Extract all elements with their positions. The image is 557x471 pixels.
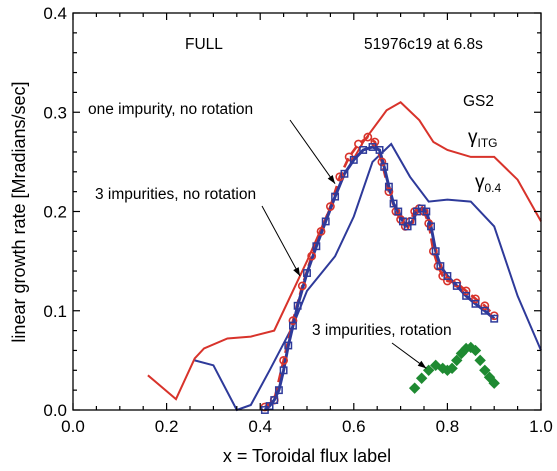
one-impurity-marker xyxy=(480,301,490,311)
one-impurity-marker xyxy=(316,226,326,236)
three-impurities-marker xyxy=(422,207,431,216)
x-tick-label: 0.2 xyxy=(155,417,179,436)
one-impurity-marker xyxy=(377,157,387,167)
three-impurities-marker xyxy=(471,299,480,308)
x-tick-label: 0.6 xyxy=(342,417,366,436)
three-impurities-marker xyxy=(403,222,412,231)
three-impurities-marker xyxy=(480,306,489,315)
three-impurities-marker xyxy=(389,199,398,208)
gamma-itg-subscript: ITG xyxy=(478,136,498,150)
three-impurities-marker xyxy=(443,272,452,280)
three-impurities-marker xyxy=(384,182,393,191)
label-gamma-itg: γITG xyxy=(468,127,498,150)
one-impurity-marker xyxy=(442,276,452,286)
x-tick-label: 0.4 xyxy=(248,417,272,436)
one-impurity-marker xyxy=(471,294,480,304)
three-impurities-marker xyxy=(349,155,358,164)
one-impurity-marker xyxy=(325,202,335,211)
one-impurity-marker xyxy=(288,316,298,326)
arrow-three-impurities-head xyxy=(293,267,300,277)
rotation-marker xyxy=(446,362,458,375)
one-impurity-marker xyxy=(354,139,363,149)
three-impurities-marker xyxy=(340,169,349,178)
y-axis-title: linear growth rate [Mradians/sec] xyxy=(9,81,29,342)
one-impurity-marker xyxy=(297,281,307,291)
rotation-marker xyxy=(415,372,428,384)
label-gamma-04: γ0.4 xyxy=(475,172,502,195)
x-tick-label: 1.0 xyxy=(529,417,553,436)
y-tick-label: 0.3 xyxy=(43,103,67,122)
three-impurities-marker xyxy=(394,207,403,216)
annotation-full: FULL xyxy=(185,36,223,53)
arrow-three-impurities-line xyxy=(261,205,301,277)
rotation-marker xyxy=(451,354,463,367)
three-impurities-marker xyxy=(274,386,283,395)
ticks-layer: 0.0 0.2 0.4 0.6 0.8 1.0 0.0 0.1 0.2 0.3 0.4 xyxy=(43,4,552,436)
annotation-three-impurities: 3 impurities, no rotation xyxy=(95,186,256,203)
three-impurities-marker xyxy=(380,162,389,171)
three-impurities-marker xyxy=(375,146,384,154)
one-impurity-marker xyxy=(279,355,288,365)
x-tick-label: 0.0 xyxy=(61,417,85,436)
x-axis-title: x = Toroidal flux label xyxy=(223,446,391,466)
rotation-marker xyxy=(479,364,491,377)
three-impurities-marker xyxy=(427,222,435,231)
one-impurity-marker xyxy=(461,286,471,296)
three-impurities-marker xyxy=(321,217,330,226)
three-impurities-marker xyxy=(408,217,417,226)
one-impurity-marker xyxy=(438,271,448,281)
y-tick-label: 0.4 xyxy=(43,4,67,23)
three-impurities-marker xyxy=(398,217,407,226)
three-impurities-marker xyxy=(289,321,297,330)
one-impurity-marker xyxy=(363,132,373,142)
gamma-itg-symbol: γ xyxy=(468,127,478,148)
y-tick-label: 0.2 xyxy=(43,203,67,222)
three-impurities-marker xyxy=(284,341,293,350)
arrows-layer xyxy=(261,119,427,369)
one-impurity-marker xyxy=(370,137,380,147)
gamma-04-symbol: γ xyxy=(475,172,485,193)
three-impurities-marker xyxy=(303,269,311,277)
three-impurities-marker xyxy=(431,247,440,256)
y-tick-label: 0.0 xyxy=(43,401,67,420)
one-impurity-marker xyxy=(396,215,405,224)
three-impurities-marker xyxy=(359,146,368,154)
rotation-marker xyxy=(474,354,486,367)
three-impurities-marker xyxy=(436,262,445,271)
three-impurities-marker xyxy=(270,396,279,405)
markers-layer xyxy=(260,132,500,414)
annotation-rotation: 3 impurities, rotation xyxy=(312,322,452,339)
rotation-marker xyxy=(488,377,500,389)
annotation-one-impurity: one impurity, no rotation xyxy=(88,101,253,118)
arrow-one-impurity-line xyxy=(289,119,336,184)
rotation-marker xyxy=(408,382,421,394)
three-impurities-marker xyxy=(312,242,321,251)
arrow-one-impurity-head xyxy=(327,175,336,184)
rotation-marker xyxy=(469,344,482,357)
three-impurities-marker xyxy=(279,366,288,375)
three-impurities-marker xyxy=(490,314,499,323)
three-impurities-marker xyxy=(293,301,302,310)
gamma-04-subscript: 0.4 xyxy=(485,181,502,195)
three-impurities-marker xyxy=(265,402,274,410)
three-impurities-marker xyxy=(462,291,471,300)
annotation-gs2: GS2 xyxy=(463,93,494,110)
series-gamma-04-line xyxy=(194,142,542,412)
annotation-shot: 51976c19 at 6.8s xyxy=(364,36,483,53)
three-impurities-marker xyxy=(331,192,340,201)
x-tick-label: 0.8 xyxy=(436,417,460,436)
arrow-rotation-head xyxy=(417,360,427,369)
one-impurity-marker xyxy=(307,251,317,261)
three-impurities-marker xyxy=(452,281,461,290)
y-tick-label: 0.1 xyxy=(43,302,67,321)
one-impurity-marker xyxy=(384,187,394,197)
